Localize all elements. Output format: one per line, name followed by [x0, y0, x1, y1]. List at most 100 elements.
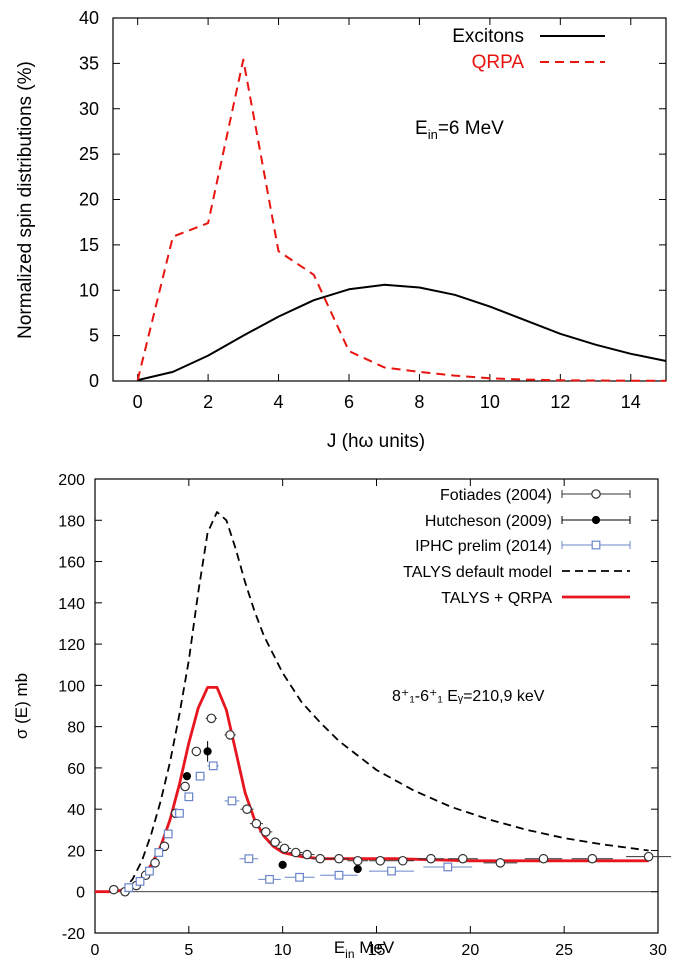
x-tick-label: 0	[133, 392, 143, 412]
data-point	[124, 883, 134, 892]
annotation-main: E	[415, 118, 428, 139]
x-tick-label: 2	[203, 392, 213, 412]
y-tick-label: 120	[58, 637, 85, 654]
data-point	[387, 866, 396, 876]
legend-label-fotiades: Fotiades (2004)	[440, 487, 552, 504]
y-tick-label: 40	[67, 802, 85, 819]
data-point	[154, 848, 164, 857]
y-tick-label: 25	[79, 144, 99, 164]
y-tick-label: 5	[89, 326, 99, 346]
data-point	[208, 761, 218, 771]
data-point	[587, 853, 598, 864]
tick-marks	[113, 17, 666, 382]
x-tick-label: 12	[550, 392, 570, 412]
y-tick-label: 80	[67, 720, 85, 737]
y-tick-label: 10	[79, 280, 99, 300]
y-tick-label: 35	[79, 53, 99, 73]
data-point	[195, 771, 205, 781]
data-point	[145, 866, 154, 876]
data-point	[242, 804, 252, 814]
data-point	[191, 746, 202, 757]
x-tick-label: 20	[461, 942, 479, 959]
legend-marker-1	[591, 515, 601, 525]
y-tick-label: 30	[79, 99, 99, 119]
x-tick-label: 0	[91, 942, 100, 959]
annotation-rest: =6 MeV	[438, 118, 504, 139]
data-point	[397, 855, 408, 866]
data-point	[375, 855, 386, 866]
x-axis-label: Ein MeV	[334, 938, 395, 961]
data-point	[163, 829, 173, 839]
data-point	[353, 864, 362, 874]
data-point	[315, 853, 325, 864]
legend-label-qrpa: QRPA	[472, 52, 525, 73]
data-point	[352, 855, 363, 866]
energy-annotation: Ein=6 MeV	[415, 118, 504, 142]
x-tick-label: 10	[480, 392, 500, 412]
legend-label-talys-qrpa: TALYS + QRPA	[441, 590, 552, 607]
y-tick-label: 40	[79, 8, 99, 28]
data-point	[295, 872, 304, 882]
data-point	[260, 827, 271, 837]
data-point	[182, 772, 192, 781]
x-tick-label: 15	[368, 942, 386, 959]
y-tick-label: -20	[62, 926, 85, 943]
data-point	[244, 854, 254, 864]
data-point	[270, 837, 280, 847]
data-point	[150, 858, 160, 868]
data-point	[538, 853, 549, 864]
data-point	[251, 818, 262, 829]
data-point	[495, 858, 506, 868]
y-tick-label: 200	[58, 472, 85, 489]
series-0-points	[108, 713, 672, 897]
y-tick-label: 160	[58, 555, 85, 572]
data-point	[291, 847, 301, 858]
tick-marks	[94, 478, 659, 934]
model-curves	[95, 511, 649, 894]
legend-marker-2	[591, 540, 601, 550]
series-line-excitons	[137, 283, 667, 382]
legend-label-hutcheson: Hutcheson (2009)	[425, 513, 552, 530]
y-tick-label: 60	[67, 761, 85, 778]
x-tick-label: 5	[184, 942, 193, 959]
legend-marks	[561, 489, 631, 599]
cross-section-chart: 0 5 10 15 20 25 30 -20 0 20 40 60 80 100 120 140 160 180 2…	[12, 472, 672, 961]
legend-label-excitons: Excitons	[452, 26, 524, 47]
x-tick-label: 6	[344, 392, 354, 412]
data-point	[203, 747, 212, 756]
annotation-sub: in	[428, 127, 438, 142]
data-point	[184, 792, 194, 802]
data-point	[206, 713, 217, 724]
x-tick-label: 8	[414, 392, 424, 412]
legend-label-iphc: IPHC prelim (2014)	[415, 538, 552, 555]
data-point	[108, 884, 119, 895]
data-point	[265, 874, 274, 884]
series-2-points	[124, 761, 473, 892]
y-tick-label: 0	[76, 885, 85, 902]
y-tick-label: 20	[79, 190, 99, 210]
data-point	[426, 853, 436, 864]
data-point	[334, 870, 344, 880]
x-tick-label: 10	[274, 942, 292, 959]
legend-marker-0	[591, 489, 601, 499]
y-tick-label: 180	[58, 513, 85, 530]
legend: Excitons QRPA	[452, 26, 605, 73]
y-tick-label: 20	[67, 843, 85, 860]
data-point	[458, 853, 468, 864]
data-points	[108, 713, 672, 897]
data-point	[180, 781, 190, 792]
y-tick-label: 15	[79, 235, 99, 255]
y-tick-label: 140	[58, 596, 85, 613]
x-tick-label: 14	[621, 392, 641, 412]
series-lines	[136, 58, 667, 382]
y-tick-label: 0	[89, 371, 99, 391]
x-label-rest: MeV	[355, 938, 395, 957]
tick-labels: 0 5 10 15 20 25 30 -20 0 20 40 60 80 100 120 140 160 180 2…	[58, 472, 667, 959]
legend: Fotiades (2004) Hutcheson (2009) IPHC pr…	[403, 487, 631, 607]
y-tick-label: 100	[58, 678, 85, 695]
data-point	[175, 808, 184, 818]
series-line-qrpa	[136, 58, 667, 382]
legend-label-talys-default: TALYS default model	[403, 564, 552, 581]
plot-frame	[94, 478, 659, 934]
